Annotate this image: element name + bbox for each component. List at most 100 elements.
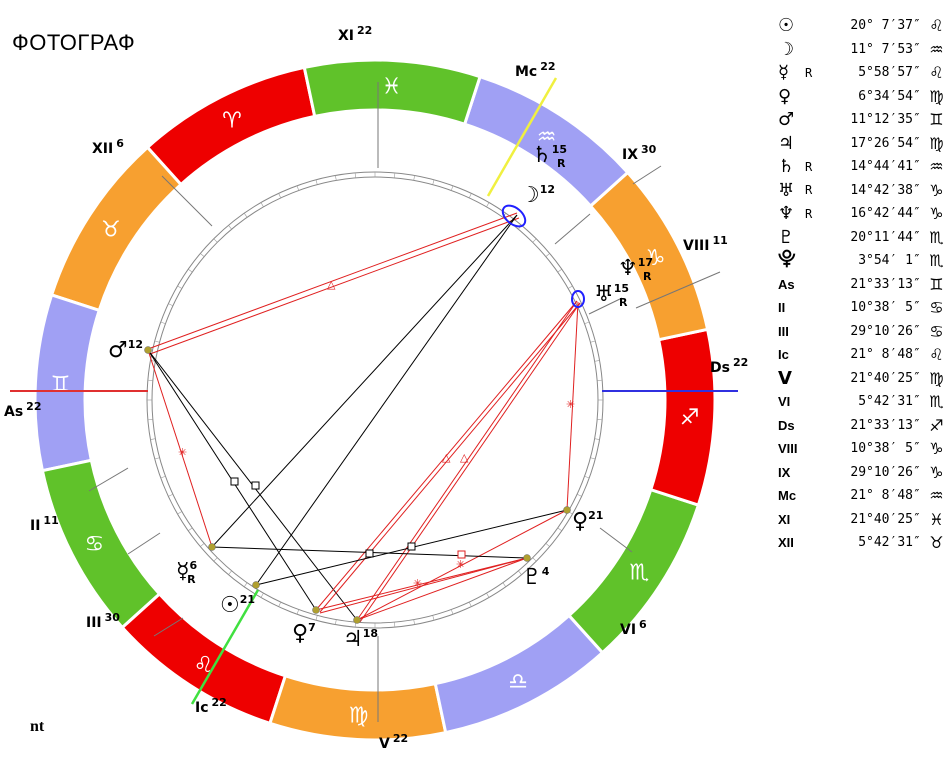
zodiac-ring: ♈ ♉ ♊ ♋ ♌ ♍ ♎ ♏ ♐ ♑ ♒ ♓ [33,58,717,742]
house-label: As 22 [4,400,41,420]
position-degree: 21°40′25″ [850,511,921,527]
house-label: VIII 11 [683,234,728,254]
position-row: V 21°40′25″ ♍ [778,367,948,391]
position-degree: 21°33′13″ [850,417,921,433]
house-cusp-line [127,532,161,555]
position-symbol: III [778,323,789,339]
position-row: ♄ R 14°44′41″ ♒ [778,155,948,179]
position-symbol: II [778,300,786,316]
position-symbol: V [778,367,792,389]
position-degree: 16°42′44″ [850,206,921,222]
house-cusp-line [599,527,633,553]
position-symbol: Ic [778,347,789,363]
house-cusp-line [161,175,213,227]
retrograde-flag: R [805,159,813,174]
position-symbol: ♃ [778,132,795,154]
position-sign: ♍ [929,133,944,153]
position-degree: 5°42′31″ [858,535,921,551]
position-degree: 17°26′54″ [850,135,921,151]
position-symbol: ☽ [778,38,795,60]
positions-table: ☉ 20° 7′37″ ♌ ☽ 11° 7′53″ ♒ ☿ R 5°58′57″ ♌ ♀ 6°34′5… [778,14,948,555]
position-row: IX 29°10′26″ ♑ [778,461,948,485]
position-sign: ♒ [929,39,944,59]
position-row: Ic 21° 8′48″ ♌ [778,343,948,367]
chart-title: ФОТОГРАФ [12,30,136,55]
position-row: ♃ 17°26′54″ ♍ [778,132,948,156]
position-row: ⯓ 3°54′ 1″ ♏ [778,248,948,273]
svg-text:△: △ [327,278,336,291]
planet-position-dots [144,346,571,624]
zodiac-sign-glyph: ♐ [680,405,700,430]
zodiac-sign-glyph: ♌ [194,653,214,678]
planet-label: ♀21 [572,509,603,534]
position-row: VIII 10°38′ 5″ ♑ [778,437,948,461]
position-sign: ♒ [929,157,944,177]
house-label: V 22 [379,732,408,752]
planet-label: ♆17 R [618,256,653,283]
position-sign: ♌ [929,16,944,36]
position-degree: 21° 8′48″ [850,347,921,363]
degree-ticks [147,172,603,628]
zodiac-sign-glyph: ♉ [101,217,121,242]
aspect-lines [147,212,581,623]
position-row: ♆ R 16°42′44″ ♑ [778,202,948,226]
position-row: VI 5°42′31″ ♏ [778,390,948,414]
position-degree: 10°38′ 5″ [850,300,921,316]
position-symbol: VIII [778,441,798,457]
house-label: IX 30 [622,143,657,163]
position-degree: 21°33′13″ [850,276,921,292]
position-degree: 20° 7′37″ [850,18,921,34]
zodiac-sign-glyph: ♋ [84,532,104,557]
position-symbol: XII [778,535,794,551]
planet-label: ♇4 [522,565,550,590]
planet-label: ☿6 R [176,559,198,586]
house-cusp-line [635,271,721,309]
position-row: Mc 21° 8′48″ ♒ [778,484,948,508]
planet-label: ♄15 R [532,143,567,170]
house-label: III 30 [86,611,120,631]
position-sign: ♍ [929,368,944,388]
position-degree: 29°10′26″ [850,464,921,480]
aspect-glyphs: △ △ △ ✳ ✳ ✳ ✳ [178,278,575,590]
position-symbol: ♂ [778,109,795,131]
zodiac-sign-glyph: ♏ [629,561,649,586]
position-row: ♅ R 14°42′38″ ♑ [778,179,948,203]
position-symbol: ♇ [778,226,795,248]
position-row: As 21°33′13″ ♊ [778,273,948,297]
retrograde-flag: R [805,206,813,221]
zodiac-sign-glyph: ♊ [51,373,71,398]
house-cusp-line [153,617,184,637]
position-degree: 5°42′31″ [858,394,921,410]
imum-coeli-axis-line [190,589,260,705]
zodiac-sign-glyph: ♒ [537,125,557,150]
position-symbol: ♅ [778,179,795,201]
house-label: Ic 22 [195,696,227,716]
position-symbol: XI [778,511,791,527]
planet-label: ♃18 [343,627,378,652]
position-sign: ♋ [929,321,944,341]
planet-labels: ☽12 ♄15 R ♆17 R♅15 R ♂12 ♀21 ♇4 ☿6 R ☉21 ♀7 ♃18 [108,143,653,652]
planet-label: ♅15 R [594,282,629,309]
position-symbol: ♄ [778,156,795,178]
position-row: ☽ 11° 7′53″ ♒ [778,38,948,62]
house-cusp-lines [88,82,721,722]
house-label: XI 22 [338,24,372,44]
position-symbol: Ds [778,417,795,433]
house-label: XII 6 [92,137,124,157]
position-degree: 11°12′35″ [850,112,921,128]
zodiac-sign-glyph: ♓ [382,74,402,99]
planet-label: ☽12 [520,183,555,208]
position-sign: ♊ [929,110,944,130]
position-sign: ♏ [929,227,944,247]
position-sign: ♓ [929,509,944,529]
position-symbol: ☿ [778,62,790,84]
position-symbol: As [778,276,795,292]
house-cusp-line [554,213,591,245]
position-degree: 14°42′38″ [850,182,921,198]
position-row: III 29°10′26″ ♋ [778,320,948,344]
svg-text:△: △ [442,451,451,464]
position-degree: 10°38′ 5″ [850,441,921,457]
position-sign: ♑ [929,204,944,224]
position-row: ☿ R 5°58′57″ ♌ [778,61,948,85]
position-sign: ♏ [929,392,944,412]
